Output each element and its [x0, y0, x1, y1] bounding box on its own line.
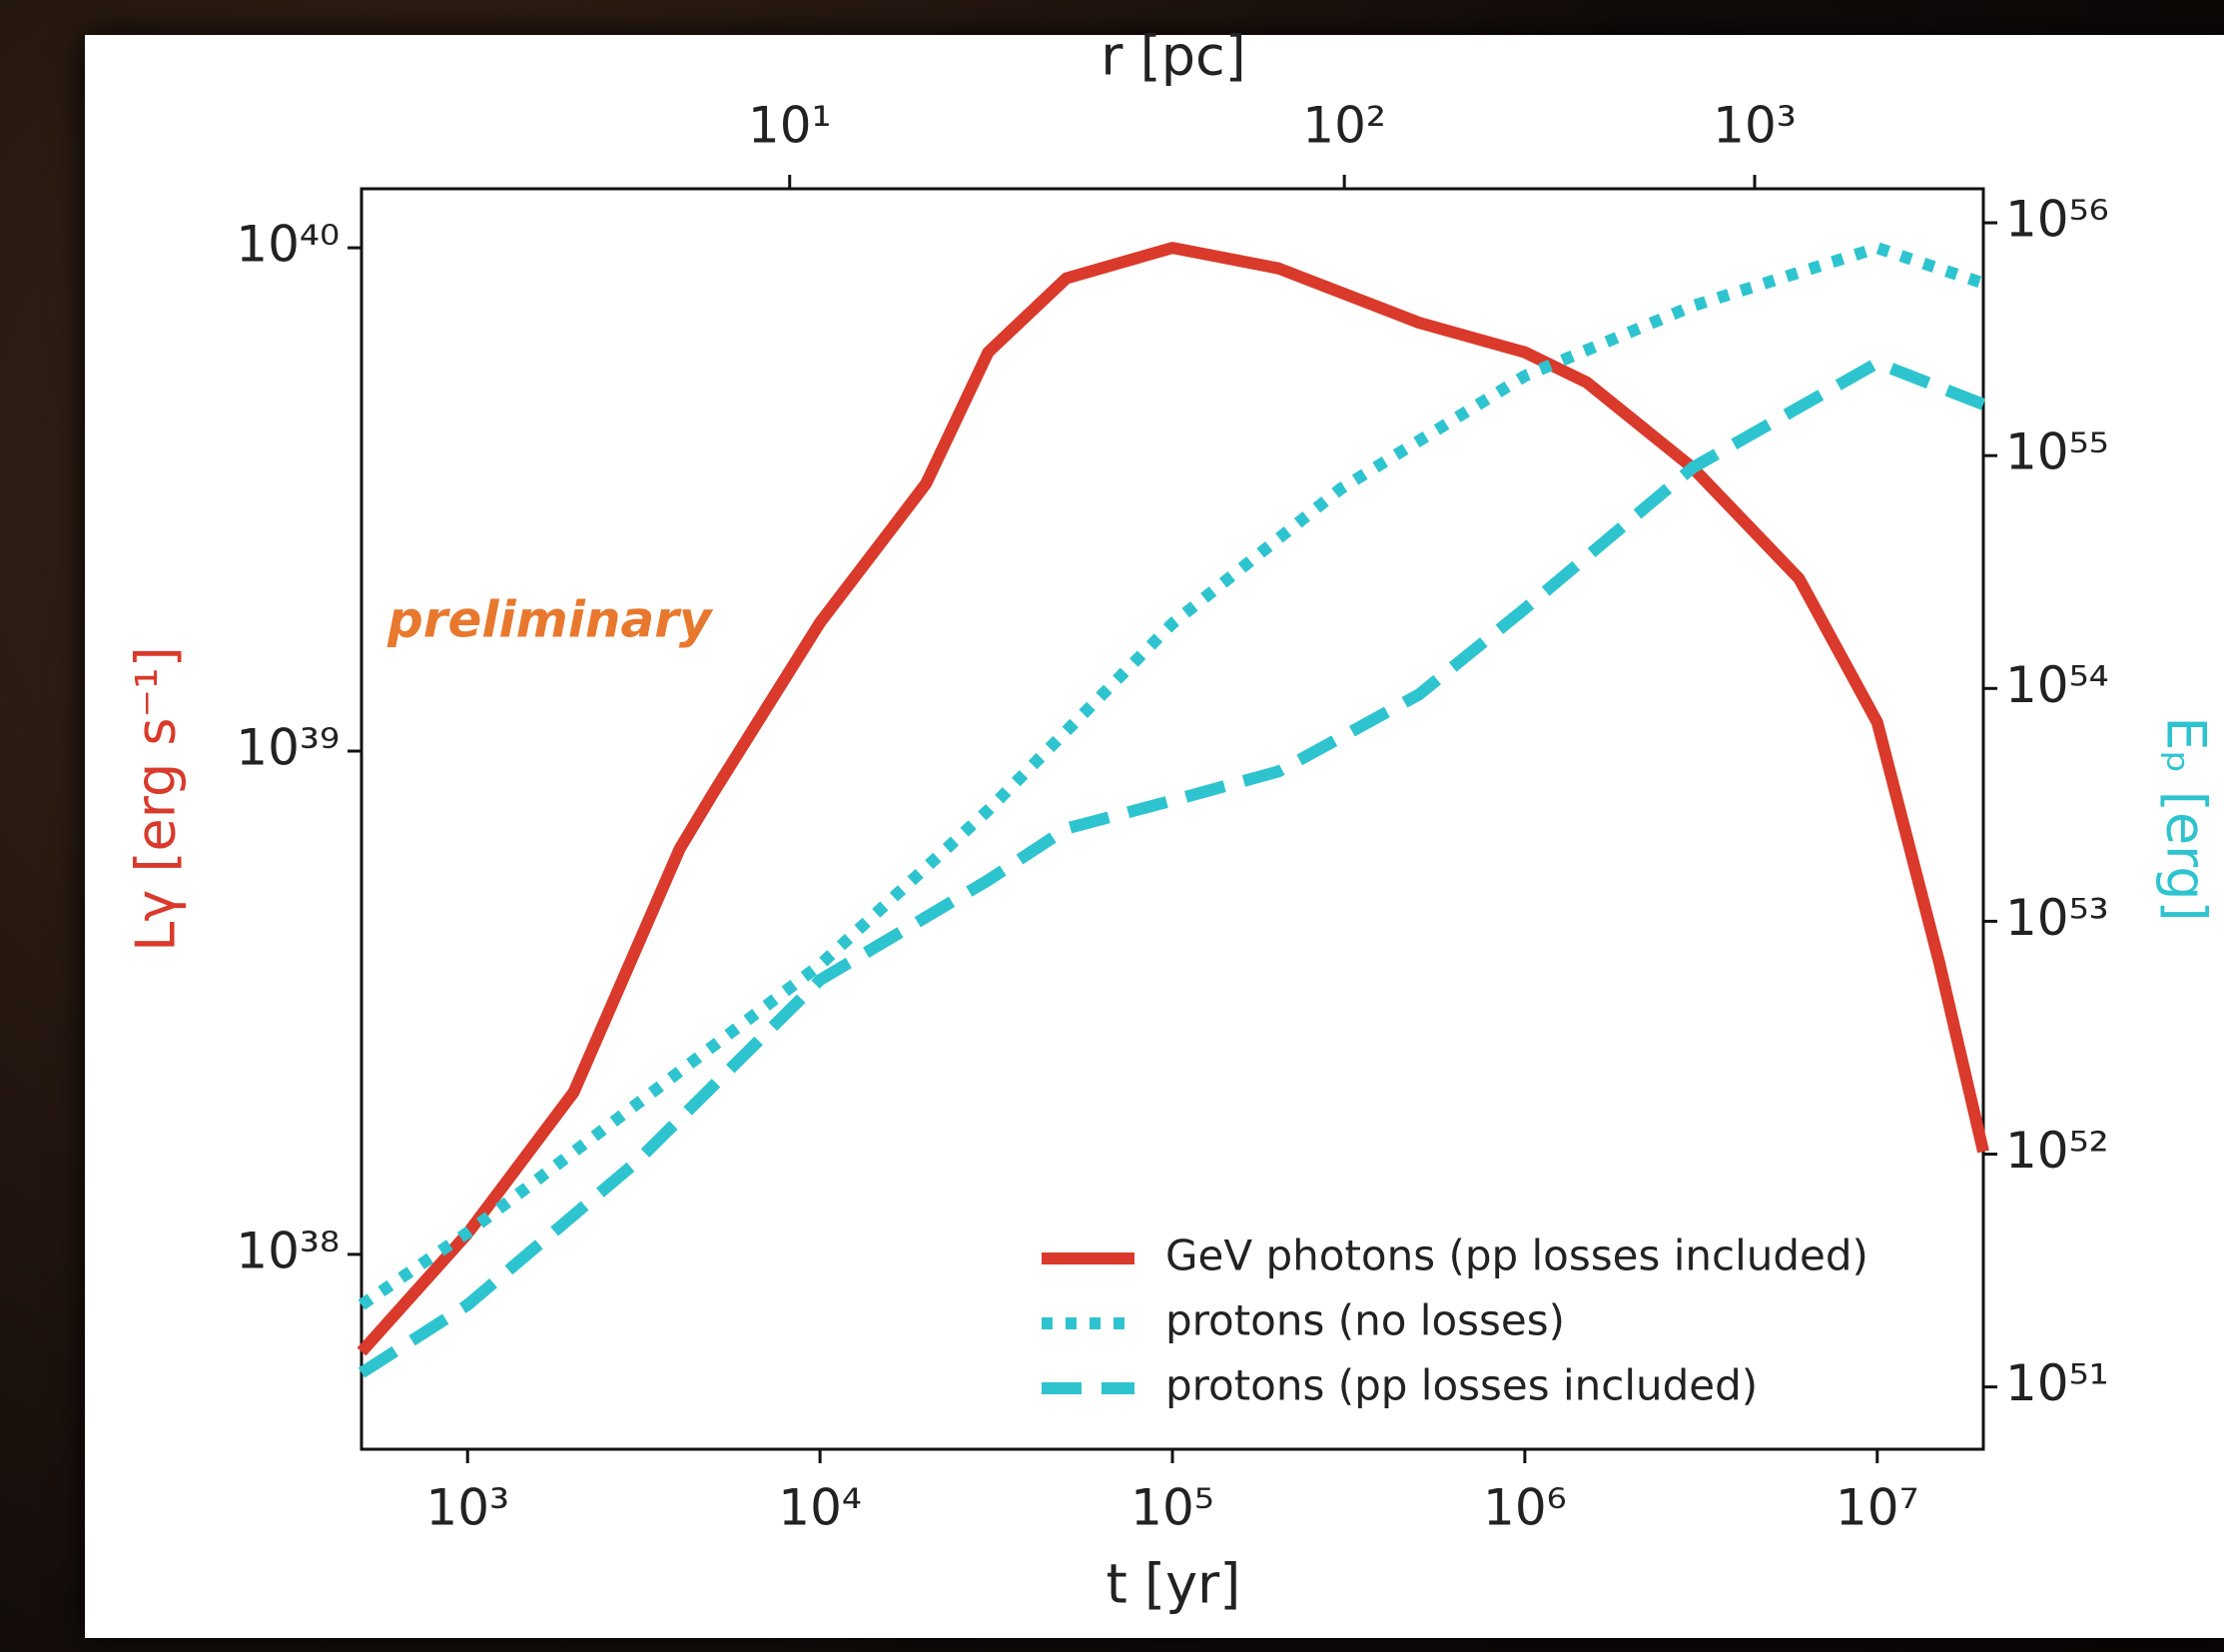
- panel: [85, 35, 2224, 1638]
- y-tick-label: 10⁴⁰: [236, 216, 340, 274]
- y2-axis-label: Eₚ [erg]: [2154, 716, 2217, 921]
- x2-tick-label: 10³: [1713, 97, 1797, 155]
- y-tick-label: 10³⁸: [236, 1222, 340, 1279]
- x2-tick-label: 10²: [1302, 97, 1386, 155]
- annotation: preliminary: [386, 591, 714, 649]
- legend-label: protons (no losses): [1165, 1296, 1565, 1345]
- top-axis-label: r [pc]: [1101, 25, 1245, 88]
- y-axis-label: Lγ [erg s⁻¹]: [125, 646, 188, 952]
- series-line: [357, 242, 1989, 1356]
- y2-tick-label: 10⁵¹: [2005, 1354, 2109, 1412]
- legend-label: protons (pp losses included): [1165, 1361, 1758, 1410]
- y2-tick-label: 10⁵³: [2005, 889, 2109, 947]
- y-tick-label: 10³⁹: [236, 718, 340, 776]
- x2-tick-label: 10¹: [748, 97, 832, 155]
- x-tick-label: 10⁶: [1483, 1479, 1567, 1537]
- x-tick-label: 10³: [425, 1479, 509, 1537]
- series-line: [358, 242, 1985, 1310]
- x-tick-label: 10⁵: [1130, 1479, 1214, 1537]
- y2-tick-label: 10⁵⁶: [2005, 191, 2109, 249]
- legend-label: GeV photons (pp losses included): [1165, 1232, 1868, 1280]
- y2-tick-label: 10⁵⁴: [2005, 656, 2109, 714]
- series-line: [358, 357, 1986, 1378]
- x-axis-label: t [yr]: [1107, 1553, 1241, 1616]
- x-tick-label: 10⁷: [1836, 1479, 1919, 1537]
- y2-tick-label: 10⁵⁵: [2005, 423, 2109, 481]
- x-tick-label: 10⁴: [778, 1479, 862, 1537]
- y2-tick-label: 10⁵²: [2005, 1122, 2109, 1180]
